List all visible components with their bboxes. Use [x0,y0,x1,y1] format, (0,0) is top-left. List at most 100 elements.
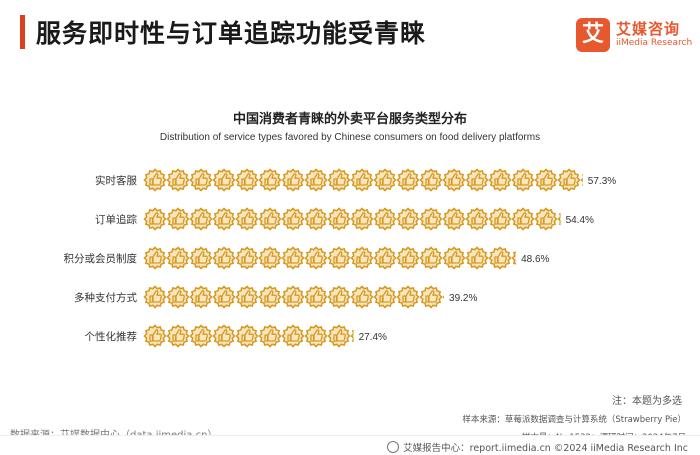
thumbs-up-badge-icon [235,168,259,192]
thumbs-up-badge-icon [511,251,517,265]
thumbs-up-badge-icon [534,168,558,192]
thumbs-up-badge-icon [258,324,282,348]
multi-select-note: 注：本题为多选 [612,396,682,407]
logo-mark: 艾 [576,18,610,52]
footer-text: 艾媒报告中心：report.iimedia.cn ©2024 iiMedia R… [403,443,688,454]
thumbs-up-badge-icon [396,207,420,231]
chart-row: 个性化推荐 27.4% [85,324,387,348]
thumbs-up-badge-icon [557,212,561,226]
report-center-icon [387,441,400,453]
chart-subtitle: Distribution of service types favored by… [159,132,541,143]
value-label: 54.4% [566,215,594,226]
thumbs-up-badge-icon [166,168,190,192]
thumbs-up-badge-icon [143,285,167,309]
value-label: 48.6% [521,254,549,265]
thumbs-up-badge-icon [212,207,236,231]
thumbs-up-badge-icon [212,168,236,192]
thumbs-up-badge-icon [350,246,374,270]
page-title: 服务即时性与订单追踪功能受青睐 [36,19,427,48]
logo-name-en: iiMedia Research [616,38,693,48]
thumbs-up-badge-icon [442,246,466,270]
footer: 艾媒报告中心：report.iimedia.cn ©2024 iiMedia R… [0,435,700,455]
thumbs-up-badge-icon [235,207,259,231]
thumbs-up-badge-icon [235,285,259,309]
thumbs-up-badge-icon [258,246,282,270]
thumbs-up-badge-icon [465,168,489,192]
thumbs-up-badge-icon [580,173,583,187]
thumbs-up-badge-icon [327,207,351,231]
thumbs-up-badge-icon [281,168,305,192]
thumbs-up-badge-icon [281,246,305,270]
thumbs-up-badge-icon [143,168,167,192]
thumbs-up-badge-icon [419,168,443,192]
chart-row: 实时客服 57.3% [95,168,616,192]
category-label: 多种支付方式 [74,291,137,304]
thumbs-up-badge-icon [258,168,282,192]
thumbs-up-badge-icon [189,285,213,309]
thumbs-up-badge-icon [143,207,167,231]
category-label: 个性化推荐 [85,330,138,343]
thumbs-up-badge-icon [373,285,397,309]
category-label: 积分或会员制度 [64,252,138,265]
thumbs-up-badge-icon [258,207,282,231]
thumbs-up-badge-icon [304,246,328,270]
value-label: 27.4% [359,332,387,343]
iimedia-logo: 艾 艾媒咨询 iiMedia Research [576,18,696,52]
thumbs-up-badge-icon [373,168,397,192]
thumbs-up-badge-icon [281,207,305,231]
thumbs-up-badge-icon [327,168,351,192]
thumbs-up-badge-icon [235,246,259,270]
thumbs-up-badge-icon [373,246,397,270]
thumbs-up-badge-icon [166,207,190,231]
thumbs-up-badge-icon [281,324,305,348]
thumbs-up-badge-icon [281,285,305,309]
thumbs-up-badge-icon [327,285,351,309]
thumbs-up-badge-icon [396,285,420,309]
sample-source: 样本来源：草莓派数据调查与计算系统（Strawberry Pie） [462,415,686,425]
thumbs-up-badge-icon [189,207,213,231]
thumbs-up-badge-icon [419,285,443,309]
thumbs-up-badge-icon [212,285,236,309]
thumbs-up-badge-icon [189,324,213,348]
thumbs-up-badge-icon [511,207,535,231]
thumbs-up-badge-icon [534,207,558,231]
thumbs-up-badge-icon [488,207,512,231]
thumbs-up-badge-icon [166,324,190,348]
logo-name-cn: 艾媒咨询 [616,20,681,38]
chart-row: 积分或会员制度 48.6% [64,246,550,270]
chart-title: 中国消费者青睐的外卖平台服务类型分布 [232,112,467,127]
thumbs-up-badge-icon [189,168,213,192]
thumbs-up-badge-icon [442,207,466,231]
thumbs-up-badge-icon [350,168,374,192]
thumbs-up-badge-icon [396,246,420,270]
category-label: 订单追踪 [95,213,137,226]
thumbs-up-badge-icon [350,329,354,343]
thumbs-up-badge-icon [442,291,445,303]
thumbs-up-badge-icon [488,168,512,192]
thumbs-up-badge-icon [327,246,351,270]
thumbs-up-badge-icon [143,246,167,270]
thumbs-up-badge-icon [350,207,374,231]
thumbs-up-badge-icon [419,207,443,231]
thumbs-up-badge-icon [511,168,535,192]
thumbs-up-badge-icon [212,246,236,270]
thumbs-up-badge-icon [212,324,236,348]
thumbs-up-badge-icon [235,324,259,348]
chart-row: 订单追踪 54.4% [95,207,594,231]
thumbs-up-badge-icon [166,285,190,309]
thumbs-up-badge-icon [304,285,328,309]
value-label: 39.2% [449,293,477,304]
chart-row: 多种支付方式 39.2% [74,285,477,309]
thumbs-up-badge-icon [419,246,443,270]
thumbs-up-badge-icon [488,246,512,270]
thumbs-up-badge-icon [396,168,420,192]
thumbs-up-badge-icon [304,324,328,348]
thumbs-up-badge-icon [327,324,351,348]
thumbs-up-badge-icon [373,207,397,231]
thumbs-up-badge-icon [258,285,282,309]
thumbs-up-badge-icon [465,246,489,270]
value-label: 57.3% [588,176,616,187]
thumbs-up-badge-icon [557,168,581,192]
thumbs-up-badge-icon [189,246,213,270]
